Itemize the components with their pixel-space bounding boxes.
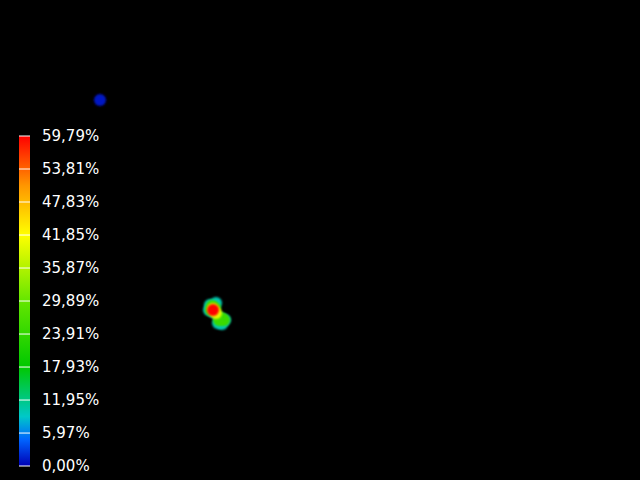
svg-text:5,97%: 5,97% [42,424,90,442]
svg-text:41,85%: 41,85% [42,226,99,244]
svg-text:23,91%: 23,91% [42,325,99,343]
svg-text:47,83%: 47,83% [42,193,99,211]
svg-text:11,95%: 11,95% [42,391,99,409]
svg-text:29,89%: 29,89% [42,292,99,310]
svg-text:53,81%: 53,81% [42,160,99,178]
svg-text:17,93%: 17,93% [42,358,99,376]
svg-text:59,79%: 59,79% [42,127,99,145]
svg-text:35,87%: 35,87% [42,259,99,277]
svg-text:0,00%: 0,00% [42,457,90,475]
